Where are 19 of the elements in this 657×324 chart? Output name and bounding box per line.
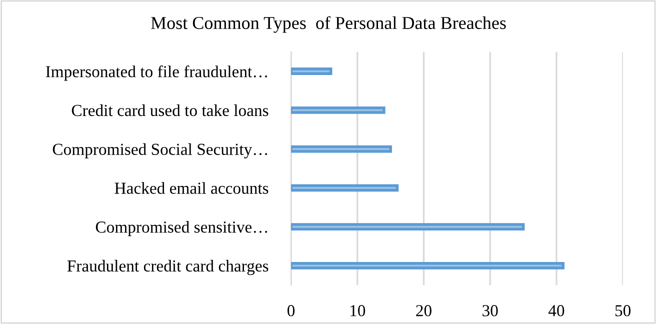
x-tick-label: 20 bbox=[416, 305, 432, 316]
y-tick-label: Credit card used to take loans bbox=[72, 104, 268, 116]
bar bbox=[291, 145, 392, 153]
bar bbox=[291, 106, 386, 114]
x-tick-label: 10 bbox=[350, 305, 366, 316]
x-tick-label: 30 bbox=[482, 305, 498, 316]
y-tick-label: Impersonated to file fraudulent… bbox=[46, 65, 268, 81]
x-tick-label: 40 bbox=[548, 305, 564, 316]
bar bbox=[291, 262, 565, 270]
y-tick-label: Compromised Social Security… bbox=[52, 143, 268, 158]
bar bbox=[291, 68, 332, 76]
x-tick-label: 0 bbox=[288, 305, 295, 316]
y-tick-label: Fraudulent credit card charges bbox=[67, 260, 268, 276]
chart-title: Most Common Types of Personal Data Breaches bbox=[151, 16, 506, 33]
bar bbox=[291, 184, 399, 192]
x-tick-label: 50 bbox=[615, 305, 631, 316]
y-tick-label: Hacked email accounts bbox=[114, 182, 268, 194]
y-tick-label: Compromised sensitive… bbox=[96, 221, 268, 236]
bar bbox=[291, 223, 525, 231]
